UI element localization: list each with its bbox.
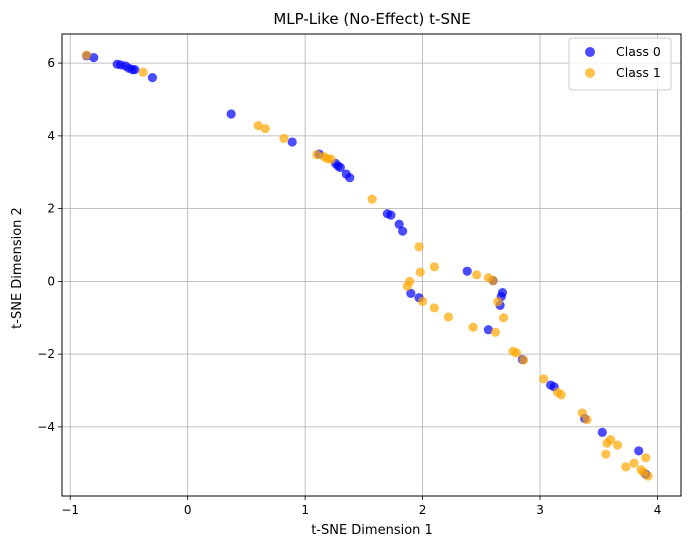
scatter-point-class-0: [89, 53, 99, 63]
legend: Class 0 Class 1: [568, 37, 672, 91]
scatter-point-class-0: [394, 219, 404, 229]
scatter-point-class-1: [405, 276, 415, 286]
scatter-point-class-0: [287, 137, 297, 147]
x-tick-label: 2: [419, 503, 427, 517]
scatter-point-class-1: [415, 267, 425, 277]
scatter-point-class-1: [488, 276, 498, 286]
scatter-point-class-1: [490, 327, 501, 337]
scatter-point-class-0: [483, 325, 493, 335]
scatter-point-class-1: [556, 390, 566, 400]
scatter-point-class-1: [472, 270, 482, 280]
scatter-point-class-0: [597, 427, 607, 437]
y-axis-label: t-SNE Dimension 2: [10, 207, 25, 329]
scatter-point-class-1: [253, 121, 263, 131]
scatter-points: [82, 50, 653, 481]
scatter-point-class-1: [429, 262, 439, 272]
scatter-point-class-1: [429, 303, 439, 313]
scatter-point-class-0: [345, 173, 355, 183]
legend-label-class-0: Class 0: [616, 44, 661, 59]
scatter-point-class-1: [621, 462, 631, 472]
scatter-point-class-1: [493, 297, 503, 307]
scatter-point-class-0: [226, 109, 236, 119]
scatter-point-class-0: [130, 65, 140, 75]
scatter-point-class-0: [406, 288, 416, 298]
scatter-point-class-0: [497, 288, 508, 298]
y-tick-label: −4: [37, 420, 55, 434]
legend-label-class-1: Class 1: [616, 65, 661, 80]
scatter-point-class-0: [398, 226, 408, 236]
grid: [62, 34, 681, 496]
scatter-point-class-1: [601, 449, 611, 459]
scatter-point-class-1: [582, 415, 592, 425]
scatter-point-class-1: [605, 435, 616, 445]
scatter-point-class-0: [462, 266, 472, 276]
y-tick-label: 4: [47, 129, 55, 143]
scatter-point-class-1: [538, 374, 549, 384]
scatter-point-class-1: [499, 313, 509, 323]
scatter-point-class-1: [326, 154, 336, 164]
scatter-point-class-1: [367, 194, 377, 204]
scatter-point-class-1: [629, 458, 639, 468]
y-tick-label: 0: [47, 274, 55, 288]
y-tick-label: −2: [37, 347, 55, 361]
scatter-point-class-1: [260, 123, 270, 134]
chart-title: MLP-Like (No-Effect) t-SNE: [273, 10, 470, 28]
scatter-point-class-0: [386, 210, 396, 220]
x-tick-label: 0: [184, 503, 192, 517]
x-axis-label: t-SNE Dimension 1: [311, 523, 433, 538]
scatter-point-class-1: [641, 453, 651, 463]
scatter-point-class-1: [468, 322, 478, 332]
scatter-point-class-0: [634, 446, 644, 456]
y-tick-label: 6: [47, 56, 55, 70]
legend-marker-class-1: [585, 68, 595, 78]
scatter-point-class-1: [279, 133, 289, 144]
axis-ticks: −1 0 1 2 3 4 −4 −2 0 2 4 6: [37, 56, 661, 517]
x-tick-label: 4: [654, 503, 662, 517]
scatter-point-class-1: [612, 440, 623, 450]
scatter-point-class-1: [577, 408, 587, 418]
x-tick-label: 3: [536, 503, 544, 517]
plot-area-frame: [61, 33, 682, 497]
scatter-point-class-1: [138, 67, 148, 77]
scatter-point-class-0: [147, 73, 158, 83]
x-tick-label: 1: [301, 503, 309, 517]
scatter-point-class-1: [82, 50, 92, 60]
scatter-point-class-1: [414, 242, 424, 252]
x-tick-label: −1: [61, 503, 79, 517]
scatter-point-class-0: [335, 162, 345, 173]
scatter-point-class-1: [443, 312, 454, 322]
scatter-point-class-1: [519, 355, 529, 365]
scatter-point-class-1: [417, 296, 428, 306]
y-tick-label: 2: [47, 202, 55, 216]
scatter-point-class-1: [511, 348, 522, 358]
scatter-point-class-1: [312, 150, 322, 160]
legend-marker-class-0: [585, 47, 595, 57]
scatter-point-class-1: [643, 471, 653, 481]
